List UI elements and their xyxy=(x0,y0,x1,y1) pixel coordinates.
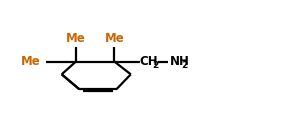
Text: Me: Me xyxy=(66,32,86,45)
Text: 2: 2 xyxy=(152,61,158,70)
Text: Me: Me xyxy=(21,55,41,68)
Text: 2: 2 xyxy=(182,61,188,70)
Text: CH: CH xyxy=(140,55,158,68)
Text: Me: Me xyxy=(104,32,124,45)
Text: NH: NH xyxy=(170,55,190,68)
